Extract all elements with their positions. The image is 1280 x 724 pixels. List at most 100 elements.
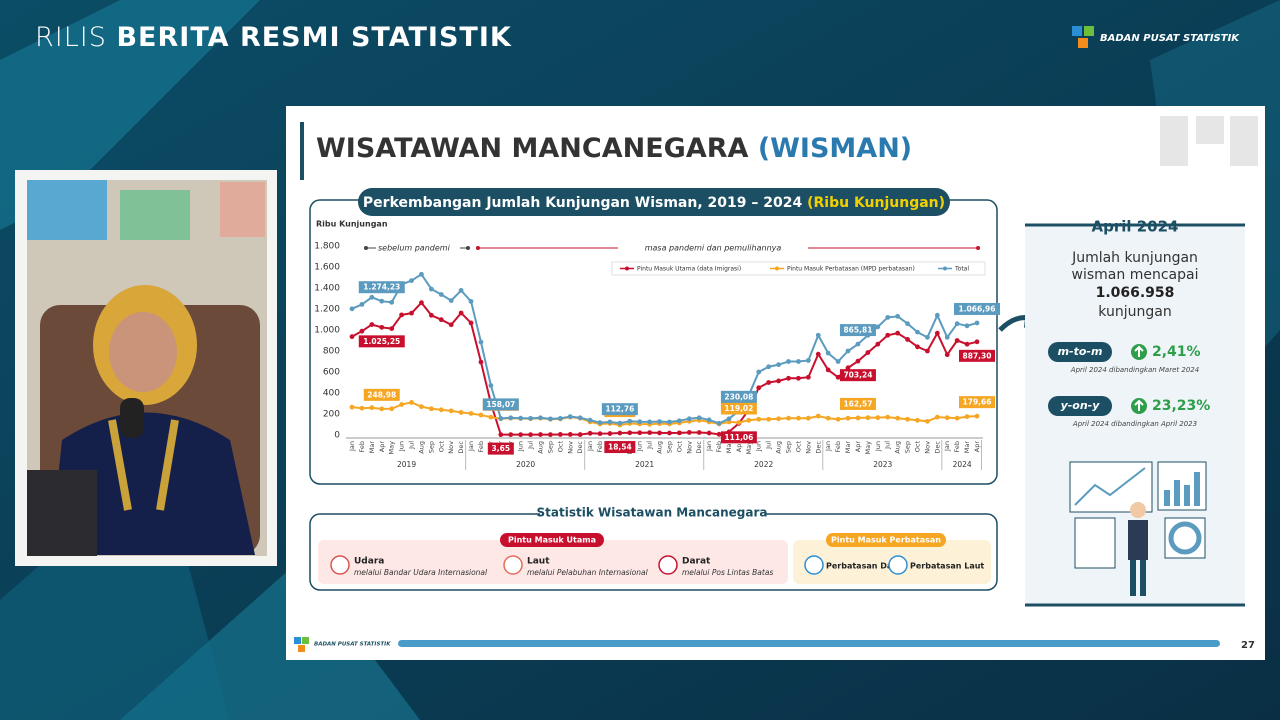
up-arrow [1134, 345, 1144, 357]
series-point [409, 400, 414, 405]
series-point [934, 330, 940, 336]
legend-dot [775, 266, 779, 271]
x-tick-label: Dec [576, 441, 584, 454]
x-tick-label: Jul [527, 441, 535, 450]
value-label-bg [720, 402, 757, 415]
series-point [895, 415, 901, 421]
series-point [349, 404, 355, 410]
series-point [786, 375, 791, 381]
series-point [825, 350, 831, 356]
gate-name: Udara [354, 557, 384, 567]
year-label: 2022 [754, 460, 773, 469]
x-tick-label: Mar [844, 441, 852, 454]
x-tick-label: Jul [884, 441, 892, 450]
header-bold: BERITA RESMI STATISTIK [116, 22, 511, 53]
series-point [577, 432, 583, 437]
x-tick-label: Nov [685, 441, 693, 454]
y-tick-label: 1.600 [314, 263, 340, 273]
x-tick-label: Feb [953, 441, 961, 453]
series-point [796, 415, 801, 421]
value-label-bg [954, 302, 1000, 315]
series-point [875, 341, 881, 347]
gate-name: Perbatasan Darat [826, 562, 906, 571]
logo [1072, 26, 1094, 48]
series-point [885, 332, 891, 338]
series-point [637, 430, 643, 436]
x-tick-label: Feb [358, 441, 366, 453]
x-tick-label: May [864, 441, 872, 455]
series-point [924, 418, 930, 424]
annotation-bg [618, 243, 808, 253]
annotation-bg [376, 243, 460, 253]
footer-logo-text: BADAN PUSAT STATISTIK [314, 642, 391, 648]
series-point [657, 419, 662, 424]
main-gate-title: Pintu Masuk Utama [508, 536, 596, 545]
series-line [351, 301, 978, 436]
series-point [577, 415, 583, 421]
x-tick-label: Feb [715, 441, 723, 453]
series-point [419, 271, 424, 277]
up-arrow [1134, 399, 1144, 411]
legend-label: Pintu Masuk Perbatasan (MPD perbatasan) [787, 266, 915, 273]
series-point [349, 306, 355, 312]
series-point [776, 362, 781, 368]
value-label-bg [839, 324, 876, 337]
series-point [974, 339, 980, 345]
gate-desc: melalui Pelabuhan Internasional [527, 568, 649, 577]
panel-text: Jumlah kunjungan [1071, 250, 1198, 266]
chart-title-accent: (Ribu Kunjungan) [807, 195, 945, 211]
year-label: 2023 [873, 460, 892, 469]
series-point [627, 430, 633, 436]
series-point [776, 378, 781, 384]
series-point [647, 419, 653, 425]
series-point [409, 310, 414, 316]
series-point [438, 317, 444, 323]
series-point [389, 299, 395, 305]
x-tick-label: Nov [447, 441, 455, 454]
x-tick-label: Dec [814, 441, 822, 454]
x-tick-label: Oct [556, 441, 564, 453]
series-point [508, 415, 514, 421]
series-point [924, 334, 930, 340]
value-label: 865,81 [843, 326, 872, 335]
annotation: masa pandemi dan pemulihannya [645, 244, 782, 253]
x-tick-label: Oct [913, 441, 921, 453]
annotation-dot [364, 246, 368, 250]
series-point [468, 299, 474, 304]
series-point [399, 402, 405, 407]
x-tick-label: Mar [963, 441, 971, 454]
series-point [875, 415, 881, 421]
x-tick-label: Jun [636, 441, 644, 452]
series-point [528, 432, 533, 438]
x-tick-label: Oct [675, 441, 683, 453]
watermark [1160, 116, 1258, 166]
series-point [915, 344, 920, 350]
series-point [587, 430, 593, 436]
x-tick-label: Jan [348, 441, 356, 452]
series-point [518, 415, 524, 421]
series-point [835, 359, 841, 364]
legend-label: Pintu Masuk Utama (data Imigrasi) [637, 266, 741, 273]
series-point [915, 417, 920, 423]
series-point [716, 420, 722, 426]
series-point [657, 430, 662, 436]
series-point [379, 298, 385, 304]
value-label-bg [482, 398, 519, 411]
series-point [686, 416, 692, 422]
x-tick-label: Sep [546, 441, 554, 453]
series-point [954, 415, 960, 421]
value-label: 248,98 [367, 390, 396, 399]
series-point [369, 405, 375, 411]
x-tick-label: Apr [973, 441, 981, 453]
y-tick-label: 1.400 [314, 284, 340, 294]
series-point [438, 292, 444, 297]
series-point [359, 405, 365, 411]
series-point [845, 365, 851, 371]
series-point [706, 417, 712, 423]
series-point [488, 414, 494, 420]
main-gate-pill [500, 533, 604, 547]
series-point [944, 352, 950, 358]
value-label-bg [839, 369, 876, 382]
series-point [845, 415, 851, 421]
